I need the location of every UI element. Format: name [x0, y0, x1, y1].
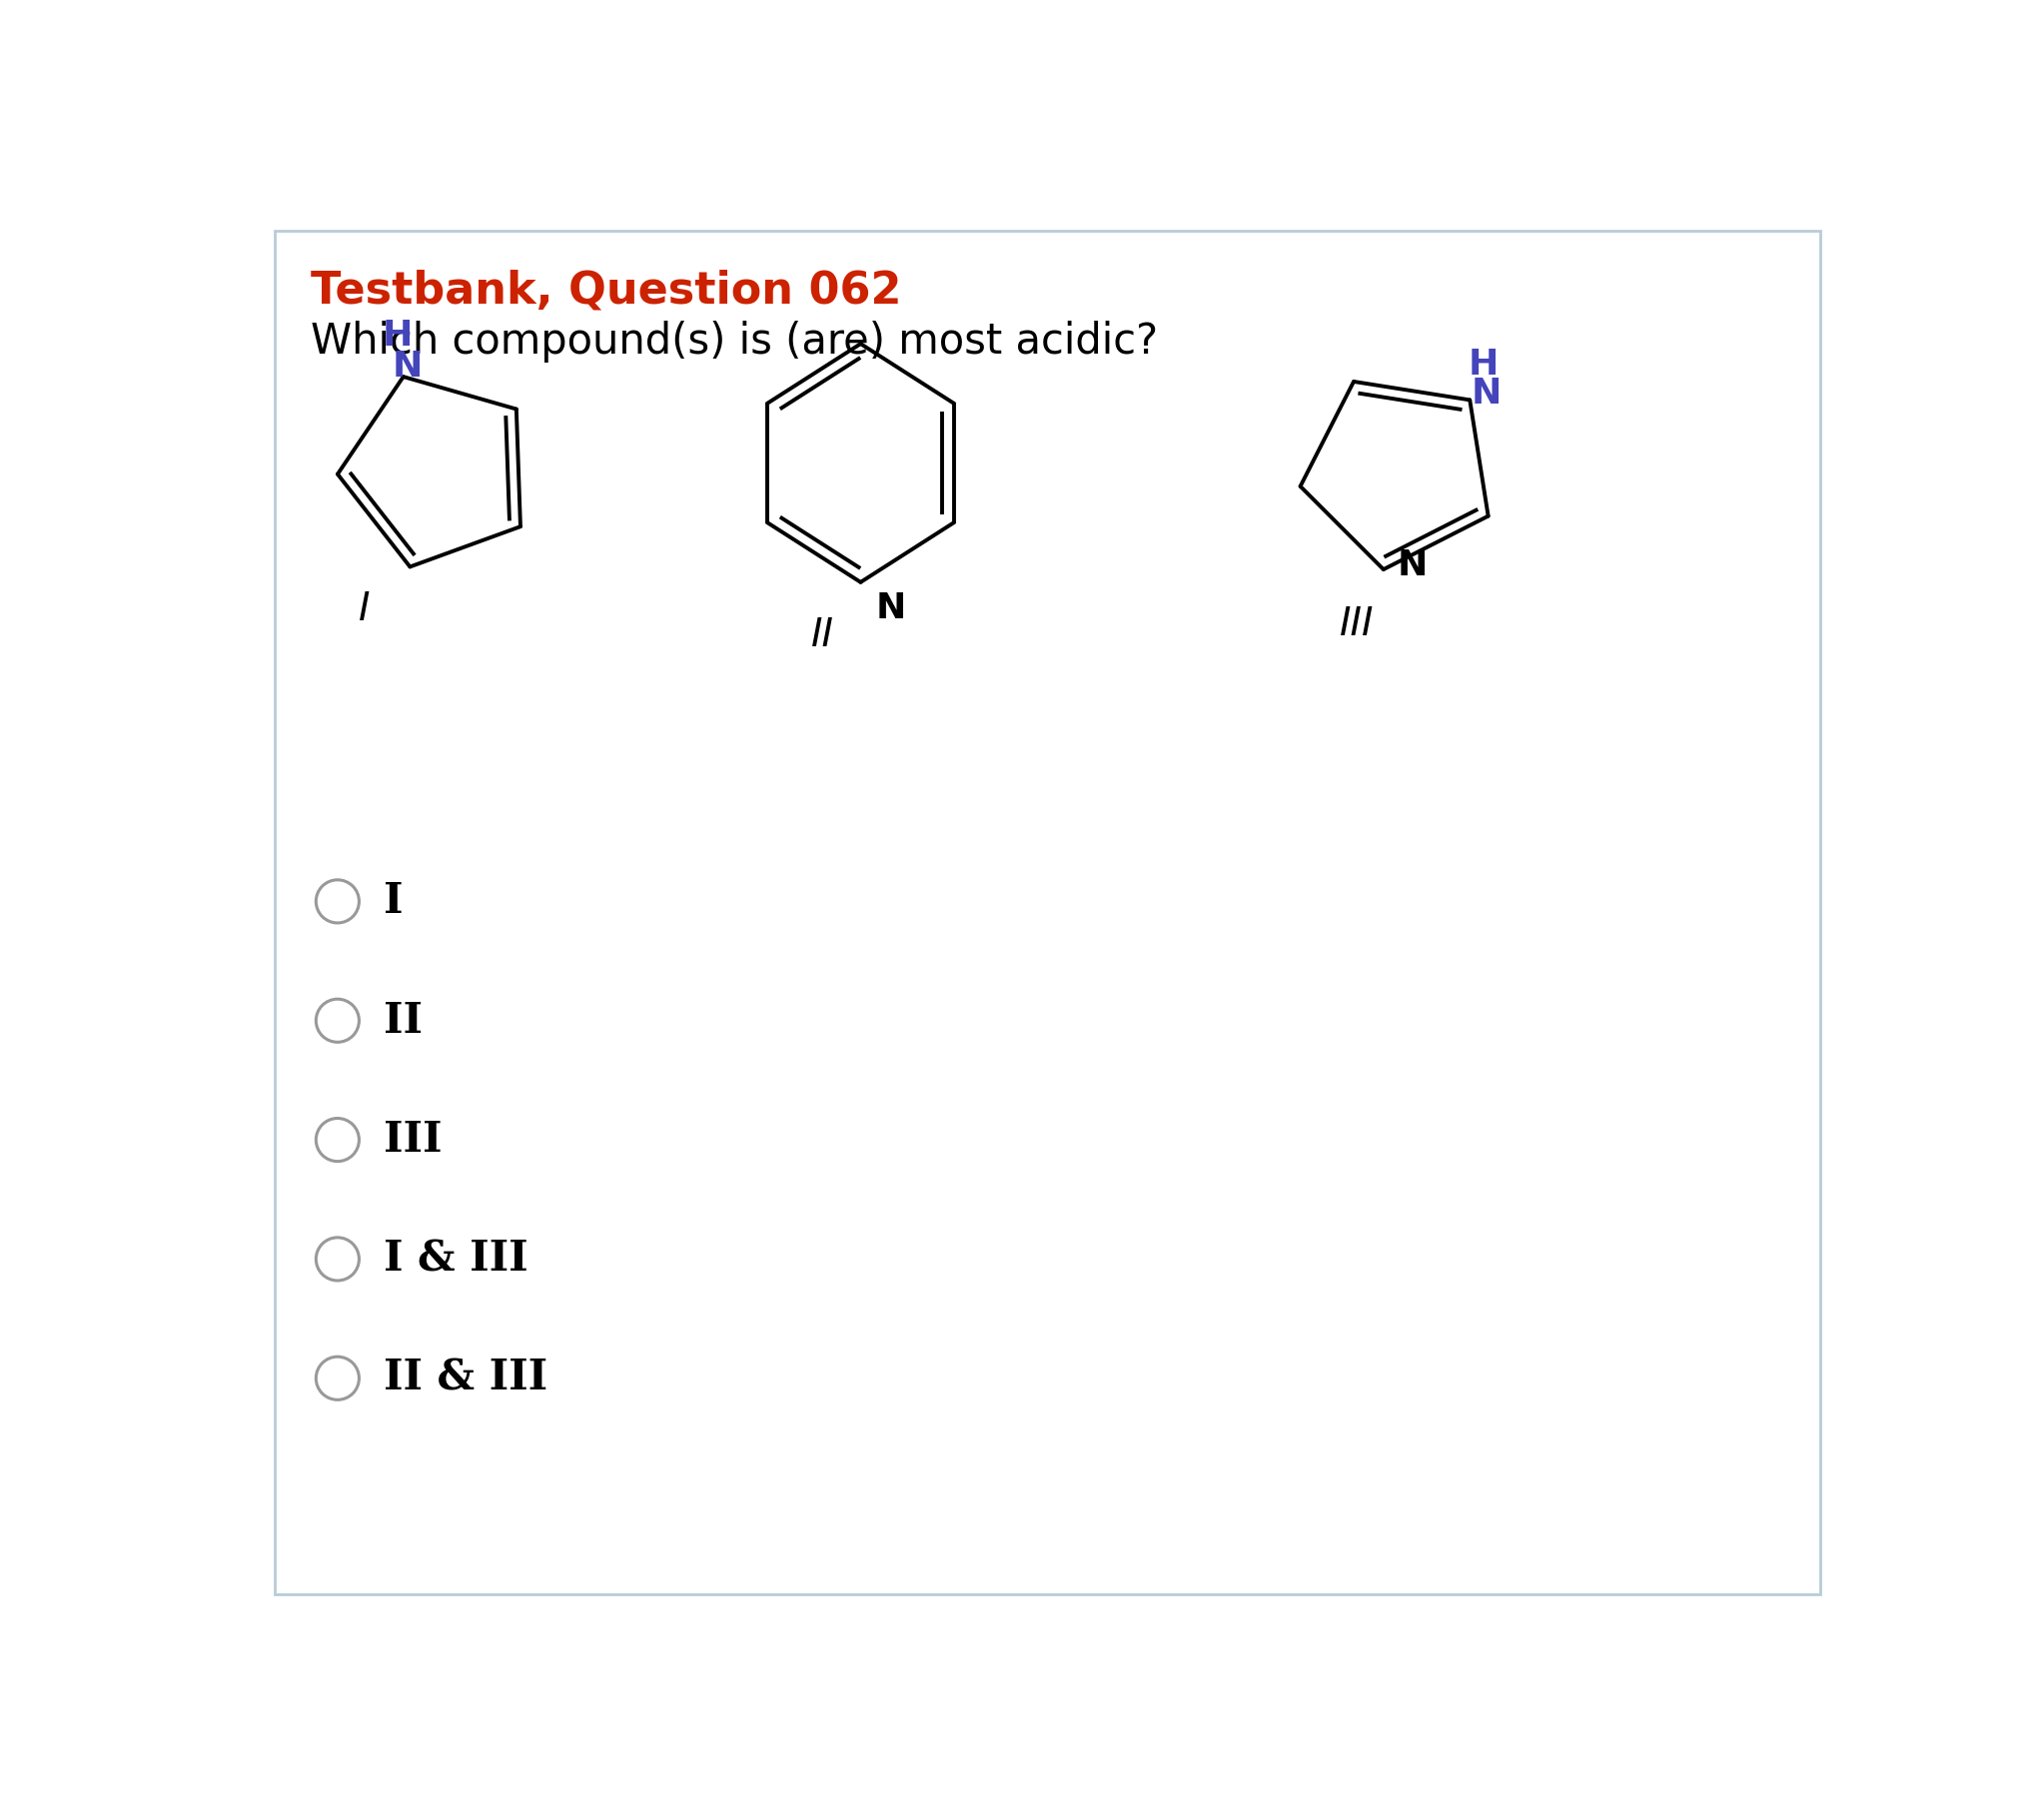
- Text: N: N: [1398, 549, 1427, 582]
- Circle shape: [317, 1119, 360, 1162]
- Text: II: II: [384, 999, 423, 1041]
- Circle shape: [317, 1238, 360, 1281]
- Text: I: I: [358, 589, 370, 627]
- Text: II & III: II & III: [384, 1357, 548, 1399]
- FancyBboxPatch shape: [274, 231, 1821, 1594]
- Circle shape: [317, 880, 360, 923]
- Text: I: I: [384, 880, 403, 922]
- Text: III: III: [1339, 605, 1374, 643]
- Text: N: N: [1472, 378, 1502, 410]
- Text: H: H: [382, 320, 413, 352]
- Text: Testbank, Question 062: Testbank, Question 062: [311, 269, 901, 313]
- Text: I & III: I & III: [384, 1238, 527, 1279]
- Text: II: II: [811, 616, 834, 654]
- Text: N: N: [877, 591, 905, 625]
- Circle shape: [317, 999, 360, 1043]
- Text: N: N: [392, 351, 423, 383]
- Circle shape: [317, 1357, 360, 1400]
- Text: H: H: [1468, 347, 1498, 381]
- Text: III: III: [384, 1119, 442, 1160]
- Text: Which compound(s) is (are) most acidic?: Which compound(s) is (are) most acidic?: [311, 320, 1157, 363]
